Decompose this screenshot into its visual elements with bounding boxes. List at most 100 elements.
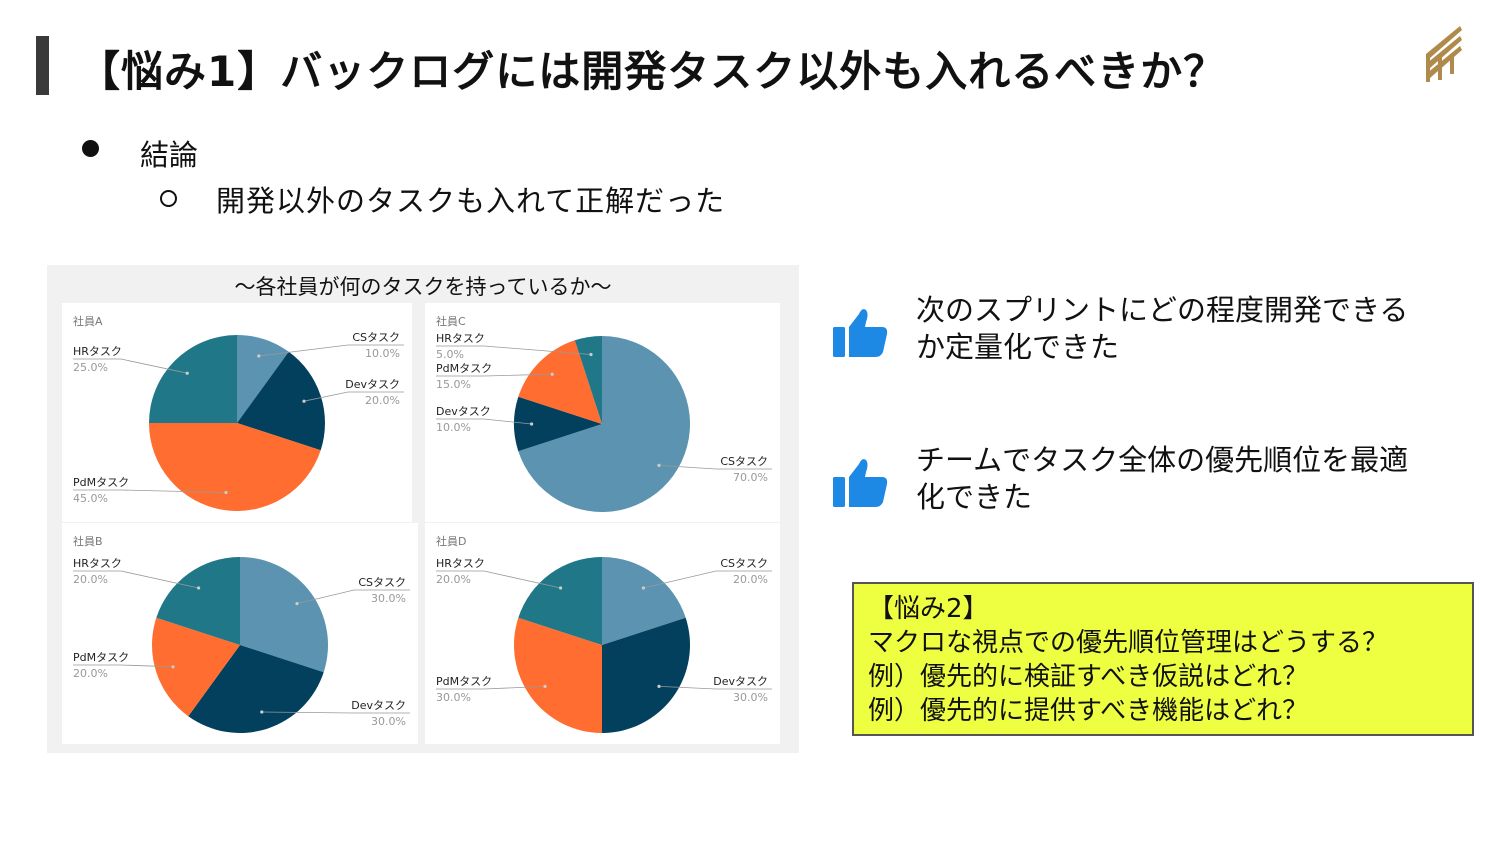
pie-value-label: 10.0% — [365, 347, 400, 360]
pie-value-label: 25.0% — [73, 361, 108, 374]
pie-chart-employee-a: 社員A CSタスク 10.0% Devタスク 20.0% HRタスク 25.0% PdMタスク… — [73, 314, 404, 511]
callout-line: 例）優先的に検証すべき仮説はどれ？ — [868, 662, 1309, 692]
pie-value-label: 30.0% — [371, 715, 406, 728]
pie-anchor-dot — [224, 490, 228, 495]
pie-slice-cs — [602, 557, 686, 645]
pie-slice-hr — [156, 557, 240, 645]
pie-title: 社員D — [436, 534, 466, 548]
chart-panel-title: 〜各社員が何のタスクを持っているか〜 — [234, 275, 612, 299]
pie-leader-line — [436, 345, 592, 355]
pie-category-label: CSタスク — [352, 331, 400, 344]
callout-line: マクロな視点での優先順位管理はどうする？ — [868, 628, 1389, 658]
pie-category-label: PdMタスク — [436, 675, 492, 688]
title-accent-bar — [36, 36, 49, 95]
thumbs-up-icon — [833, 459, 888, 507]
pie-slice-cs — [237, 335, 289, 423]
bullet-ring-icon — [160, 190, 177, 207]
next-issue-callout: 【悩み2】 マクロな視点での優先順位管理はどうする？ 例）優先的に検証すべき仮説… — [852, 582, 1474, 736]
pie-value-label: 15.0% — [436, 378, 471, 391]
feature-text: 次のスプリントにどの程度開発できる か定量化できた — [916, 292, 1446, 366]
pie-anchor-dot — [641, 586, 645, 590]
pie-value-label: 20.0% — [73, 667, 108, 680]
pie-leader-line — [73, 358, 188, 374]
pie-category-label: HRタスク — [436, 557, 485, 570]
pie-slice-dev — [602, 617, 690, 733]
pie-value-label: 5.0% — [436, 348, 464, 361]
pie-slice-dev — [514, 396, 602, 452]
pie-card-employee-c: 社員C CSタスク 70.0% HRタスク 5.0% PdMタスク 15.0% Devタスク 1… — [425, 303, 780, 522]
pie-category-label: HRタスク — [73, 557, 122, 570]
pie-category-label: CSタスク — [358, 576, 406, 589]
pie-anchor-dot — [257, 354, 261, 358]
pie-value-label: 20.0% — [73, 573, 108, 586]
pie-leader-line — [643, 570, 772, 589]
feature-text: チームでタスク全体の優先順位を最適 化できた — [916, 442, 1446, 516]
pie-anchor-dot — [657, 684, 661, 688]
pie-category-label: HRタスク — [436, 332, 485, 345]
feature-text-line: 次のスプリントにどの程度開発できる — [916, 293, 1409, 327]
pie-anchor-dot — [295, 602, 299, 606]
pie-value-label: 10.0% — [436, 421, 471, 434]
pie-anchor-dot — [171, 665, 175, 669]
pie-leader-line — [73, 489, 227, 493]
pie-leader-line — [436, 686, 546, 690]
thumbs-up-icon — [833, 309, 888, 357]
bullet-dot-icon — [82, 140, 99, 157]
pie-slice-dev — [188, 645, 324, 733]
pie-leader-line — [303, 391, 404, 402]
pie-category-label: CSタスク — [720, 557, 768, 570]
feature-text-line: 化できた — [916, 480, 1033, 514]
callout-line: 例）優先的に提供すべき機能はどれ？ — [868, 696, 1309, 726]
pie-anchor-dot — [657, 463, 661, 467]
pie-value-label: 20.0% — [733, 573, 768, 586]
pie-category-label: PdMタスク — [73, 651, 129, 664]
pie-leader-line — [73, 664, 174, 668]
callout-line: 【悩み2】 — [868, 594, 989, 624]
pie-title: 社員C — [436, 314, 466, 328]
chart-panel: 〜各社員が何のタスクを持っているか〜 社員A CSタスク 10.0% Devタスク 20… — [47, 265, 799, 753]
pie-chart-employee-b: 社員B CSタスク 30.0% Devタスク 30.0% HRタスク 20.0% PdMタスク… — [73, 534, 410, 733]
pie-card-employee-b: 社員B CSタスク 30.0% Devタスク 30.0% HRタスク 20.0% PdMタスク… — [62, 523, 418, 744]
pie-card-employee-d: 社員D CSタスク 20.0% Devタスク 30.0% HRタスク 20.0% PdMタスク… — [425, 523, 780, 744]
pie-value-label: 20.0% — [436, 573, 471, 586]
pie-chart-employee-d: 社員D CSタスク 20.0% Devタスク 30.0% HRタスク 20.0% PdMタスク… — [436, 534, 772, 733]
pie-value-label: 20.0% — [365, 394, 400, 407]
pie-slice-hr — [574, 336, 602, 424]
pie-leader-line — [436, 373, 553, 377]
bullet-level1-text: 結論 — [140, 138, 199, 172]
pie-slice-dev — [237, 351, 325, 451]
pie-category-label: Devタスク — [351, 699, 406, 712]
pie-leader-line — [258, 344, 404, 357]
pie-anchor-dot — [260, 710, 264, 714]
pie-leader-line — [73, 570, 199, 589]
pie-slice-pdm — [152, 617, 240, 717]
pie-anchor-dot — [589, 352, 593, 357]
pie-slice-hr — [518, 557, 602, 645]
pie-category-label: Devタスク — [436, 405, 491, 418]
pie-title: 社員B — [73, 534, 103, 548]
pie-category-label: PdMタスク — [73, 476, 129, 489]
pie-anchor-dot — [559, 586, 563, 590]
pie-slice-pdm — [518, 340, 602, 424]
pie-value-label: 30.0% — [733, 691, 768, 704]
bullet-level2-text: 開発以外のタスクも入れて正解だった — [216, 184, 726, 218]
pie-anchor-dot — [550, 372, 554, 376]
pie-anchor-dot — [197, 586, 201, 590]
pie-leader-line — [436, 570, 561, 589]
pie-value-label: 30.0% — [436, 691, 471, 704]
pie-leader-line — [261, 711, 410, 714]
pie-chart-employee-c: 社員C CSタスク 70.0% HRタスク 5.0%PdMタスク 15.0% Devタスク 1… — [436, 314, 772, 512]
pie-category-label: Devタスク — [345, 378, 400, 391]
pie-anchor-dot — [543, 684, 547, 688]
pie-category-label: Devタスク — [713, 675, 768, 688]
pie-slice-pdm — [149, 423, 321, 511]
pie-anchor-dot — [185, 371, 189, 375]
pie-slice-cs — [518, 336, 691, 512]
pie-value-label: 45.0% — [73, 492, 108, 505]
pie-leader-line — [658, 465, 772, 470]
pie-category-label: PdMタスク — [436, 362, 492, 375]
pie-value-label: 30.0% — [371, 592, 406, 605]
pie-leader-line — [436, 418, 532, 425]
feature-text-line: チームでタスク全体の優先順位を最適 — [916, 443, 1409, 477]
pie-slice-cs — [240, 557, 328, 673]
